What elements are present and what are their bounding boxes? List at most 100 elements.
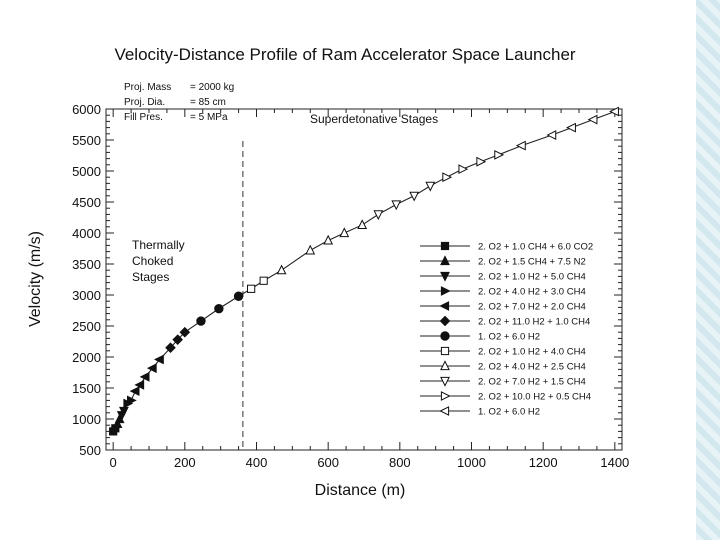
series-5 bbox=[129, 354, 164, 397]
legend-label: 1. O2 + 6.0 H2 bbox=[478, 407, 540, 418]
data-point bbox=[126, 395, 137, 406]
data-point bbox=[442, 172, 453, 183]
series-9 bbox=[276, 219, 368, 275]
legend-marker bbox=[440, 346, 450, 356]
data-point bbox=[476, 156, 487, 167]
legend-marker bbox=[440, 241, 450, 251]
data-point bbox=[134, 379, 145, 390]
data-point bbox=[409, 191, 420, 202]
legend-marker bbox=[439, 406, 450, 416]
y-tick-label-9: 5000 bbox=[72, 164, 101, 179]
legend-label: 2. O2 + 4.0 H2 + 2.5 CH4 bbox=[478, 362, 586, 373]
y-axis-label: Velocity (m/s) bbox=[27, 231, 44, 327]
data-point bbox=[323, 234, 334, 245]
legend-marker bbox=[440, 376, 450, 387]
x-tick-label-4: 800 bbox=[389, 455, 411, 470]
data-point bbox=[494, 149, 505, 160]
data-point bbox=[425, 181, 436, 192]
param-value-1: = 85 cm bbox=[190, 97, 226, 108]
data-point bbox=[609, 106, 619, 117]
legend-marker bbox=[439, 301, 450, 311]
param-value-0: = 2000 kg bbox=[190, 82, 234, 93]
legend-marker bbox=[440, 360, 450, 371]
legend-entry-5: 2. O2 + 7.0 H2 + 2.0 CH4 bbox=[420, 301, 586, 313]
param-label-1: Proj. Dia. bbox=[124, 97, 165, 108]
legend-marker bbox=[440, 286, 451, 296]
data-point bbox=[259, 276, 268, 285]
y-tick-label-7: 4000 bbox=[72, 226, 101, 241]
x-tick-label-3: 600 bbox=[317, 455, 339, 470]
param-value-2: = 5 MPa bbox=[190, 112, 228, 123]
legend-entry-10: 2. O2 + 7.0 H2 + 1.5 CH4 bbox=[420, 377, 586, 388]
data-point bbox=[139, 371, 150, 382]
series-7 bbox=[196, 291, 244, 326]
legend-label: 2. O2 + 4.0 H2 + 3.0 CH4 bbox=[478, 287, 586, 298]
legend-marker bbox=[440, 255, 450, 266]
legend-label: 2. O2 + 1.0 CH4 + 6.0 CO2 bbox=[478, 242, 593, 253]
data-point bbox=[129, 386, 140, 397]
y-tick-label-2: 1500 bbox=[72, 381, 101, 396]
x-axis-label: Distance (m) bbox=[315, 482, 406, 499]
y-tick-label-0: 500 bbox=[79, 443, 101, 458]
x-tick-label-0: 0 bbox=[110, 455, 117, 470]
data-point bbox=[214, 303, 224, 314]
legend-entry-12: 1. O2 + 6.0 H2 bbox=[420, 406, 540, 418]
legend-marker bbox=[439, 315, 451, 327]
data-point bbox=[373, 210, 384, 221]
y-tick-label-1: 1000 bbox=[72, 412, 101, 427]
legend-entry-2: 2. O2 + 1.5 CH4 + 7.5 N2 bbox=[420, 255, 586, 268]
param-label-2: Fill Pres. bbox=[124, 112, 163, 123]
legend-label: 2. O2 + 10.0 H2 + 0.5 CH4 bbox=[478, 392, 591, 403]
series-4 bbox=[123, 395, 137, 409]
legend-marker bbox=[440, 391, 451, 401]
y-tick-label-10: 5500 bbox=[72, 133, 101, 148]
plot-area: 0 200 400 600 800 1000 1200 1400 500 1000 1500 2000… bbox=[72, 82, 629, 470]
decorative-side-stripe bbox=[696, 0, 720, 540]
y-tick-label-3: 2000 bbox=[72, 350, 101, 365]
data-point bbox=[305, 244, 316, 255]
legend-label: 2. O2 + 7.0 H2 + 2.0 CH4 bbox=[478, 302, 586, 313]
legend-entry-8: 2. O2 + 1.0 H2 + 4.0 CH4 bbox=[420, 347, 586, 358]
legend-marker bbox=[440, 331, 450, 341]
data-point bbox=[276, 264, 287, 275]
legend-label: 2. O2 + 1.0 H2 + 5.0 CH4 bbox=[478, 272, 586, 283]
y-tick-label-4: 2500 bbox=[72, 319, 101, 334]
legend-entry-11: 2. O2 + 10.0 H2 + 0.5 CH4 bbox=[420, 391, 591, 403]
x-tick-label-6: 1200 bbox=[529, 455, 558, 470]
data-point bbox=[179, 326, 191, 338]
chart-title: Velocity-Distance Profile of Ram Acceler… bbox=[114, 45, 575, 64]
y-tick-label-8: 4500 bbox=[72, 195, 101, 210]
data-point bbox=[546, 130, 557, 140]
legend-label: 2. O2 + 1.0 H2 + 4.0 CH4 bbox=[478, 347, 586, 358]
legend-label: 2. O2 + 11.0 H2 + 1.0 CH4 bbox=[478, 317, 590, 328]
legend-entry-7: 1. O2 + 6.0 H2 bbox=[420, 331, 540, 343]
data-point bbox=[515, 140, 526, 151]
legend-label: 1. O2 + 6.0 H2 bbox=[478, 332, 540, 343]
legend-marker bbox=[440, 271, 450, 282]
thermally-choked-label-0: Thermally bbox=[132, 238, 185, 252]
legend-entry-9: 2. O2 + 4.0 H2 + 2.5 CH4 bbox=[420, 360, 586, 373]
series-6 bbox=[165, 326, 191, 354]
x-tick-label-7: 1400 bbox=[600, 455, 629, 470]
data-point bbox=[566, 122, 576, 133]
velocity-distance-chart: Velocity-Distance Profile of Ram Acceler… bbox=[27, 45, 629, 499]
thermally-choked-label-1: Choked bbox=[132, 254, 173, 268]
legend-entry-6: 2. O2 + 11.0 H2 + 1.0 CH4 bbox=[420, 315, 590, 328]
param-label-0: Proj. Mass bbox=[124, 82, 171, 93]
legend-entry-4: 2. O2 + 4.0 H2 + 3.0 CH4 bbox=[420, 286, 586, 298]
x-tick-label-1: 200 bbox=[174, 455, 196, 470]
legend-label: 2. O2 + 7.0 H2 + 1.5 CH4 bbox=[478, 377, 586, 388]
series-11 bbox=[442, 149, 505, 183]
legend-label: 2. O2 + 1.5 CH4 + 7.5 N2 bbox=[478, 257, 586, 268]
superdetonative-label: Superdetonative Stages bbox=[310, 112, 438, 126]
legend-entry-1: 2. O2 + 1.0 CH4 + 6.0 CO2 bbox=[420, 242, 593, 253]
x-tick-label-5: 1000 bbox=[457, 455, 486, 470]
y-tick-label-6: 3500 bbox=[72, 257, 101, 272]
series-8 bbox=[247, 276, 268, 293]
data-point bbox=[165, 342, 176, 354]
legend-entry-3: 2. O2 + 1.0 H2 + 5.0 CH4 bbox=[420, 272, 586, 283]
series-12 bbox=[515, 106, 619, 151]
series-10 bbox=[373, 181, 436, 221]
x-tick-label-2: 400 bbox=[246, 455, 268, 470]
